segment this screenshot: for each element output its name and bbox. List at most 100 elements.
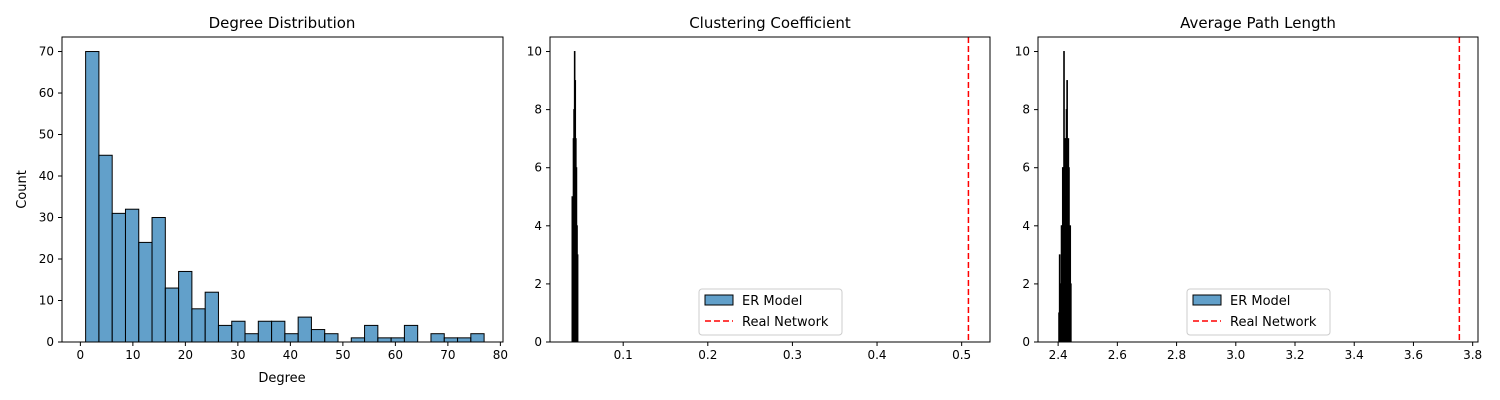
bar	[430, 333, 445, 343]
bar	[244, 333, 259, 343]
x-tick-label: 0.3	[783, 348, 802, 362]
x-tick-label: 3.4	[1345, 348, 1364, 362]
chart-title: Clustering Coefficient	[689, 14, 851, 32]
bar	[443, 337, 459, 343]
y-tick-label: 30	[39, 211, 54, 225]
y-tick-label: 50	[39, 128, 54, 142]
bar	[124, 208, 140, 343]
degree-distribution-chart: Degree Distribution 0 10 20 30 40 50 60 70 80 0 10…	[15, 14, 508, 386]
chart-title: Average Path Length	[1180, 14, 1336, 32]
bar	[151, 217, 166, 343]
legend-patch-er-model	[1192, 294, 1222, 306]
bar	[377, 337, 392, 343]
bar	[138, 241, 153, 343]
x-tick-label: 10	[125, 348, 140, 362]
bar	[85, 51, 100, 343]
x-tick-label: 3.2	[1285, 348, 1304, 362]
y-tick-label: 70	[39, 45, 54, 59]
legend-label-er-model: ER Model	[742, 294, 802, 309]
bar	[1070, 283, 1072, 343]
histogram-bars	[85, 51, 485, 343]
histogram-bars	[571, 51, 579, 343]
y-tick-label: 2	[1022, 277, 1030, 291]
y-tick-label: 0	[1022, 335, 1030, 349]
bar	[191, 308, 206, 343]
bar	[350, 337, 366, 343]
axis-ticks: 2.4 2.6 2.8 3.0 3.2 3.4 3.6 3.8 0 2 4 6 8 10	[1015, 45, 1482, 362]
legend: ER Model Real Network	[1186, 288, 1331, 336]
x-tick-label: 50	[335, 348, 350, 362]
x-tick-label: 0.5	[952, 348, 971, 362]
bar	[324, 333, 339, 343]
legend-label-real-network: Real Network	[1230, 315, 1317, 330]
bar	[164, 287, 180, 343]
y-tick-label: 10	[1015, 45, 1030, 59]
bar	[390, 337, 405, 343]
x-tick-label: 3.8	[1463, 348, 1482, 362]
bar	[297, 316, 312, 343]
bar	[178, 270, 193, 343]
y-tick-label: 6	[1022, 161, 1030, 175]
bar	[271, 320, 286, 343]
plot-frame	[61, 36, 504, 343]
legend-patch-er-model	[704, 294, 734, 306]
x-tick-label: 60	[388, 348, 403, 362]
chart-title: Degree Distribution	[209, 14, 356, 32]
y-tick-label: 10	[527, 45, 542, 59]
clustering-coefficient-chart: Clustering Coefficient 0.1 0.2 0.3 0.4 0.5 0 2…	[527, 14, 991, 362]
legend-label-real-network: Real Network	[742, 315, 829, 330]
x-tick-label: 2.4	[1049, 348, 1068, 362]
bar	[284, 333, 299, 343]
x-tick-label: 40	[283, 348, 298, 362]
bar	[403, 324, 419, 343]
y-tick-label: 20	[39, 252, 54, 266]
x-tick-label: 0.2	[698, 348, 717, 362]
x-tick-label: 30	[230, 348, 245, 362]
y-axis-label: Count	[15, 170, 30, 209]
axis-ticks: 0 10 20 30 40 50 60 70 80 0 10 20 30 40 50 60 70	[39, 45, 508, 362]
x-tick-label: 70	[440, 348, 455, 362]
y-tick-label: 0	[534, 335, 542, 349]
x-axis-label: Degree	[258, 371, 305, 386]
average-path-length-chart: Average Path Length 2.4 2.6 2.8 3.0 3.2 3.4 3.…	[1015, 14, 1482, 362]
bar	[470, 333, 485, 343]
plot-frame	[549, 36, 991, 343]
x-tick-label: 3.0	[1226, 348, 1245, 362]
bar	[364, 324, 379, 343]
legend-box	[1186, 288, 1331, 336]
y-tick-label: 8	[534, 103, 542, 117]
bar	[257, 320, 273, 343]
y-tick-label: 40	[39, 169, 54, 183]
bar	[111, 212, 126, 343]
x-tick-label: 0.4	[867, 348, 886, 362]
bar	[310, 329, 326, 343]
bar	[204, 291, 219, 343]
legend: ER Model Real Network	[698, 288, 843, 336]
y-tick-label: 6	[534, 161, 542, 175]
y-tick-label: 8	[1022, 103, 1030, 117]
y-tick-label: 4	[1022, 219, 1030, 233]
bar	[576, 254, 579, 343]
histogram-bars	[1058, 51, 1072, 343]
legend-box	[698, 288, 843, 336]
x-tick-label: 2.6	[1108, 348, 1127, 362]
bar	[98, 154, 113, 343]
x-tick-label: 3.6	[1404, 348, 1423, 362]
x-tick-label: 20	[178, 348, 193, 362]
legend-label-er-model: ER Model	[1230, 294, 1290, 309]
y-tick-label: 10	[39, 294, 54, 308]
x-tick-label: 2.8	[1167, 348, 1186, 362]
y-tick-label: 60	[39, 86, 54, 100]
y-tick-label: 0	[46, 335, 54, 349]
bar	[457, 337, 472, 343]
x-tick-label: 0	[77, 348, 85, 362]
y-tick-label: 2	[534, 277, 542, 291]
bar	[231, 320, 246, 343]
bar	[217, 324, 233, 343]
axis-ticks: 0.1 0.2 0.3 0.4 0.5 0 2 4 6 8 10	[527, 45, 971, 362]
plot-frame	[1037, 36, 1479, 343]
x-tick-label: 0.1	[614, 348, 633, 362]
x-tick-label: 80	[493, 348, 508, 362]
y-tick-label: 4	[534, 219, 542, 233]
